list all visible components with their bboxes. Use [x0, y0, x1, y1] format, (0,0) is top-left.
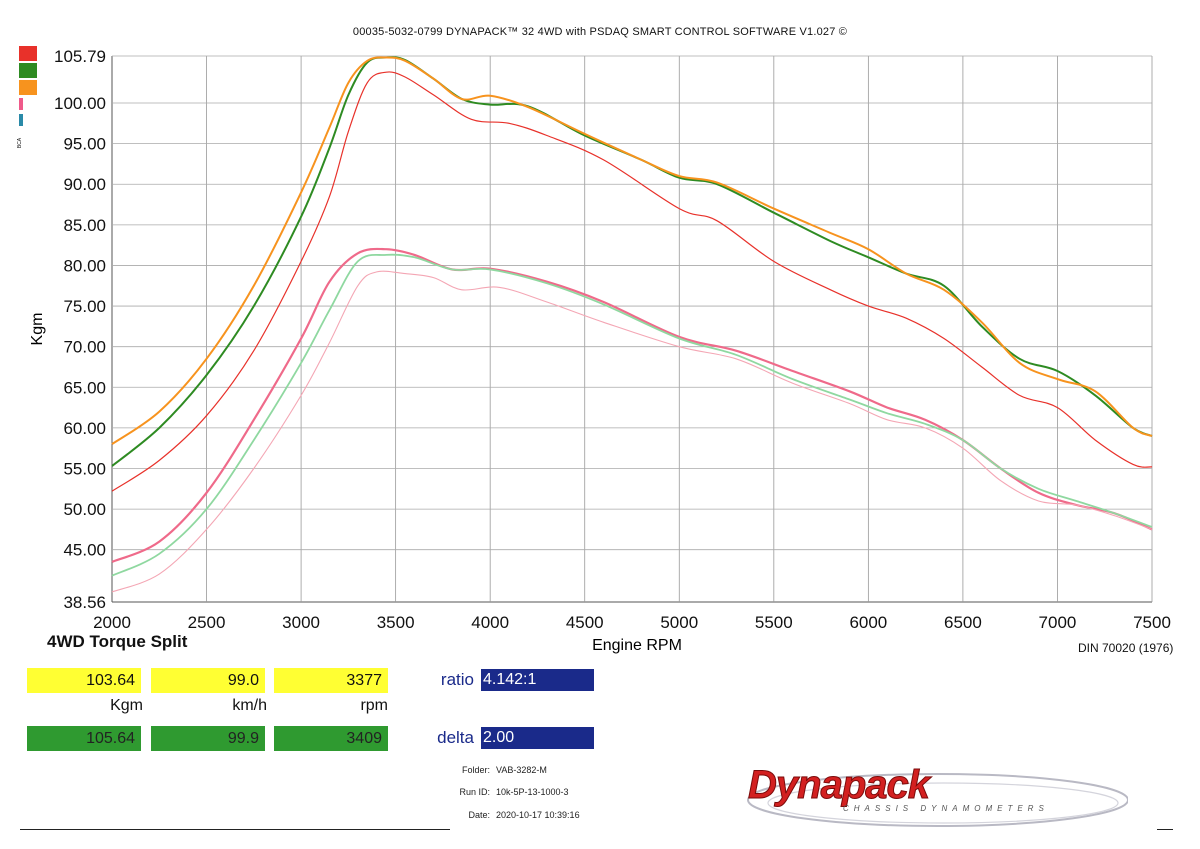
y-tick-label: 100.00: [54, 94, 106, 113]
y-tick-label: 55.00: [63, 459, 106, 478]
series-line-3: [111, 56, 1153, 445]
readout-kmh-2: 99.9: [151, 726, 265, 751]
y-tick-label: 60.00: [63, 419, 106, 438]
unit-kmh: km/h: [232, 697, 267, 714]
x-tick-label: 5000: [660, 613, 698, 632]
dynapack-logo: Dynapack CHASSIS DYNAMOMETERS: [747, 763, 1128, 827]
x-tick-label: 3500: [377, 613, 415, 632]
series-line-5: [111, 253, 1153, 577]
x-tick-label: 5500: [755, 613, 793, 632]
runid-label: Run ID:: [459, 787, 490, 797]
y-tick-label: 95.00: [63, 135, 106, 154]
x-tick-label: 4500: [566, 613, 604, 632]
runid-row: Run ID: 10k-5P-13-1000-3: [430, 787, 569, 797]
readout-rpm-1: 3377: [274, 668, 388, 693]
y-tick-label: 45.00: [63, 541, 106, 560]
unit-rpm: rpm: [360, 697, 388, 714]
x-tick-label: 2000: [93, 613, 131, 632]
legend-swatch-green: [19, 63, 37, 78]
chart-title: 4WD Torque Split: [47, 632, 188, 651]
y-tick-label: 85.00: [63, 216, 106, 235]
legend-swatch-teal: [19, 114, 23, 126]
unit-kgm: Kgm: [110, 697, 143, 714]
bottom-rule-left: [20, 829, 450, 830]
delta-label: delta: [437, 728, 474, 747]
report-header: 00035-5032-0799 DYNAPACK™ 32 4WD with PS…: [352, 26, 848, 38]
series-line-1: [111, 71, 1153, 492]
x-tick-label: 4000: [471, 613, 509, 632]
chart-ticks: 2000 2500 3000 3500 4000 4500 5000 5500 6000 6500…: [54, 47, 1171, 632]
y-tick-label: 80.00: [63, 256, 106, 275]
date-label: Date:: [468, 810, 490, 820]
runid-value: 10k-5P-13-1000-3: [496, 787, 569, 797]
y-tick-label: 75.00: [63, 297, 106, 316]
readout-kmh-1: 99.0: [151, 668, 265, 693]
x-tick-label: 6500: [944, 613, 982, 632]
y-tick-label: 50.00: [63, 500, 106, 519]
svg-text:CHASSIS DYNAMOMETERS: CHASSIS DYNAMOMETERS: [843, 804, 1049, 813]
readout-rpm-2: 3409: [274, 726, 388, 751]
readout-kgm-2: 105.64: [27, 726, 141, 751]
x-tick-label: 2500: [188, 613, 226, 632]
x-tick-label: 6000: [849, 613, 887, 632]
series-line-6: [111, 270, 1153, 593]
date-row: Date: 2020-10-17 10:39:16: [430, 810, 580, 820]
y-tick-label: 65.00: [63, 378, 106, 397]
y-axis-label: Kgm: [29, 313, 46, 346]
readout-kgm-1: 103.64: [27, 668, 141, 693]
y-tick-label: 90.00: [63, 175, 106, 194]
series-line-4: [111, 247, 1153, 563]
svg-text:Dynapack: Dynapack: [748, 763, 932, 807]
date-value: 2020-10-17 10:39:16: [496, 810, 580, 820]
ratio-value: 4.142:1: [481, 669, 594, 691]
bottom-rule-right: [1157, 829, 1173, 830]
delta-value: 2.00: [481, 727, 594, 749]
folder-value: VAB-3282-M: [496, 765, 547, 775]
x-tick-label: 7500: [1133, 613, 1171, 632]
chart-series: [111, 56, 1153, 593]
legend-tiny-label: BCA: [17, 137, 24, 149]
legend-swatch-orange: [19, 80, 37, 95]
y-tick-label: 38.56: [63, 593, 106, 612]
legend-swatch-pink: [19, 98, 23, 110]
din-standard: DIN 70020 (1976): [1078, 641, 1174, 655]
x-tick-label: 7000: [1039, 613, 1077, 632]
y-tick-label: 105.79: [54, 47, 106, 66]
y-tick-label: 70.00: [63, 338, 106, 357]
legend-swatch-red: [19, 46, 37, 61]
folder-label: Folder:: [461, 765, 490, 775]
folder-row: Folder: VAB-3282-M: [430, 765, 547, 775]
x-axis-label: Engine RPM: [592, 637, 682, 654]
chart-grid: [111, 55, 1153, 603]
x-tick-label: 3000: [282, 613, 320, 632]
ratio-label: ratio: [440, 670, 474, 689]
